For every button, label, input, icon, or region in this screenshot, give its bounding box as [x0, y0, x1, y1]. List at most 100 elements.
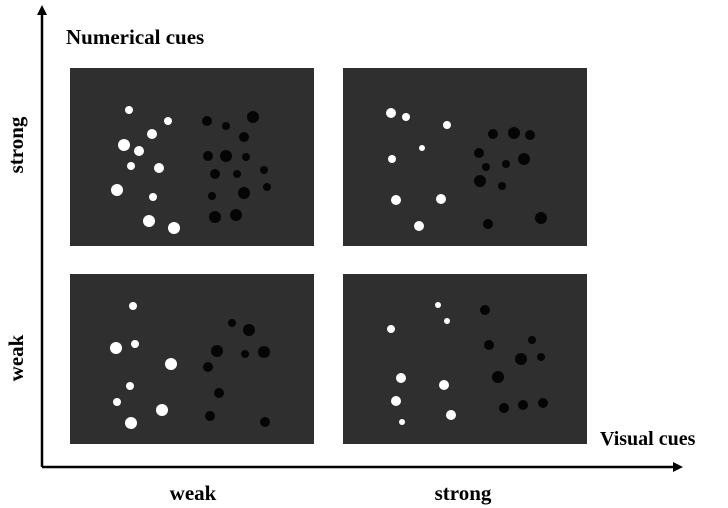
white-dot	[388, 155, 396, 163]
panel-numerical-strong-visual-strong	[343, 68, 587, 246]
black-dot	[208, 192, 216, 200]
black-dot	[220, 150, 232, 162]
black-dot	[263, 183, 271, 191]
white-dot	[446, 410, 456, 420]
black-dot	[214, 388, 224, 398]
white-dot	[402, 113, 410, 121]
white-dot	[168, 222, 180, 234]
black-dot	[228, 319, 236, 327]
black-dot	[499, 403, 509, 413]
white-dot	[419, 145, 425, 151]
white-dot	[118, 139, 130, 151]
black-dot	[239, 132, 249, 142]
black-dot	[247, 111, 259, 123]
black-dot	[230, 209, 242, 221]
black-dot	[502, 160, 510, 168]
white-dot	[131, 340, 139, 348]
white-dot	[129, 302, 137, 310]
black-dot	[535, 212, 547, 224]
black-dot	[203, 362, 213, 372]
white-dot	[147, 129, 157, 139]
black-dot	[243, 324, 255, 336]
white-dot	[414, 221, 424, 231]
white-dot	[444, 318, 450, 324]
white-dot	[110, 342, 122, 354]
white-dot	[125, 417, 137, 429]
panel-background	[70, 68, 314, 246]
col-label-weak: weak	[170, 481, 217, 505]
white-dot	[149, 193, 157, 201]
black-dot	[498, 182, 506, 190]
black-dots	[202, 111, 271, 223]
white-dot	[126, 382, 134, 390]
black-dots	[203, 319, 270, 427]
white-dot	[111, 184, 123, 196]
white-dots	[387, 302, 456, 425]
black-dots	[474, 127, 547, 229]
x-axis-title: Visual cues	[600, 428, 696, 450]
black-dot	[508, 127, 520, 139]
white-dot	[156, 404, 168, 416]
panel-numerical-weak-visual-weak	[70, 274, 314, 444]
black-dot	[260, 166, 268, 174]
white-dot	[165, 358, 177, 370]
black-dot	[242, 153, 250, 161]
white-dot	[164, 117, 172, 125]
white-dot	[391, 195, 401, 205]
black-dot	[492, 371, 504, 383]
black-dot	[538, 398, 548, 408]
black-dot	[488, 129, 498, 139]
black-dot	[260, 417, 270, 427]
white-dot	[127, 162, 135, 170]
white-dot	[386, 108, 396, 118]
black-dot	[518, 400, 528, 410]
black-dot	[205, 411, 215, 421]
black-dot	[209, 211, 221, 223]
black-dot	[202, 116, 212, 126]
panel-numerical-strong-visual-weak	[70, 68, 314, 246]
black-dot	[238, 187, 250, 199]
white-dots	[386, 108, 451, 231]
white-dot	[391, 396, 401, 406]
panel-numerical-weak-visual-strong	[343, 274, 587, 444]
white-dot	[387, 325, 395, 333]
white-dots	[110, 302, 177, 429]
white-dot	[125, 106, 133, 114]
y-axis-title: Numerical cues	[66, 25, 204, 49]
black-dot	[258, 346, 270, 358]
white-dot	[399, 419, 405, 425]
black-dot	[474, 175, 486, 187]
white-dot	[134, 146, 144, 156]
black-dot	[480, 305, 490, 315]
black-dot	[528, 336, 536, 344]
white-dot	[396, 373, 406, 383]
black-dot	[483, 219, 493, 229]
black-dot	[241, 350, 249, 358]
black-dot	[518, 153, 530, 165]
white-dot	[443, 121, 451, 129]
black-dot	[210, 169, 220, 179]
row-label-strong: strong	[4, 116, 28, 173]
white-dot	[436, 194, 446, 204]
black-dot	[222, 122, 230, 130]
panel-background	[343, 68, 587, 246]
black-dot	[482, 163, 490, 171]
black-dot	[537, 353, 545, 361]
panel-background	[343, 274, 587, 444]
white-dot	[154, 163, 164, 173]
panel-background	[70, 274, 314, 444]
black-dot	[525, 130, 535, 140]
white-dot	[439, 380, 449, 390]
black-dot	[484, 340, 494, 350]
col-label-strong: strong	[435, 481, 492, 505]
white-dot	[113, 398, 121, 406]
black-dot	[211, 345, 223, 357]
black-dot	[515, 353, 527, 365]
white-dot	[143, 215, 155, 227]
black-dot	[233, 170, 241, 178]
row-label-weak: weak	[4, 334, 28, 381]
black-dots	[480, 305, 548, 413]
black-dot	[203, 151, 213, 161]
white-dot	[435, 302, 441, 308]
